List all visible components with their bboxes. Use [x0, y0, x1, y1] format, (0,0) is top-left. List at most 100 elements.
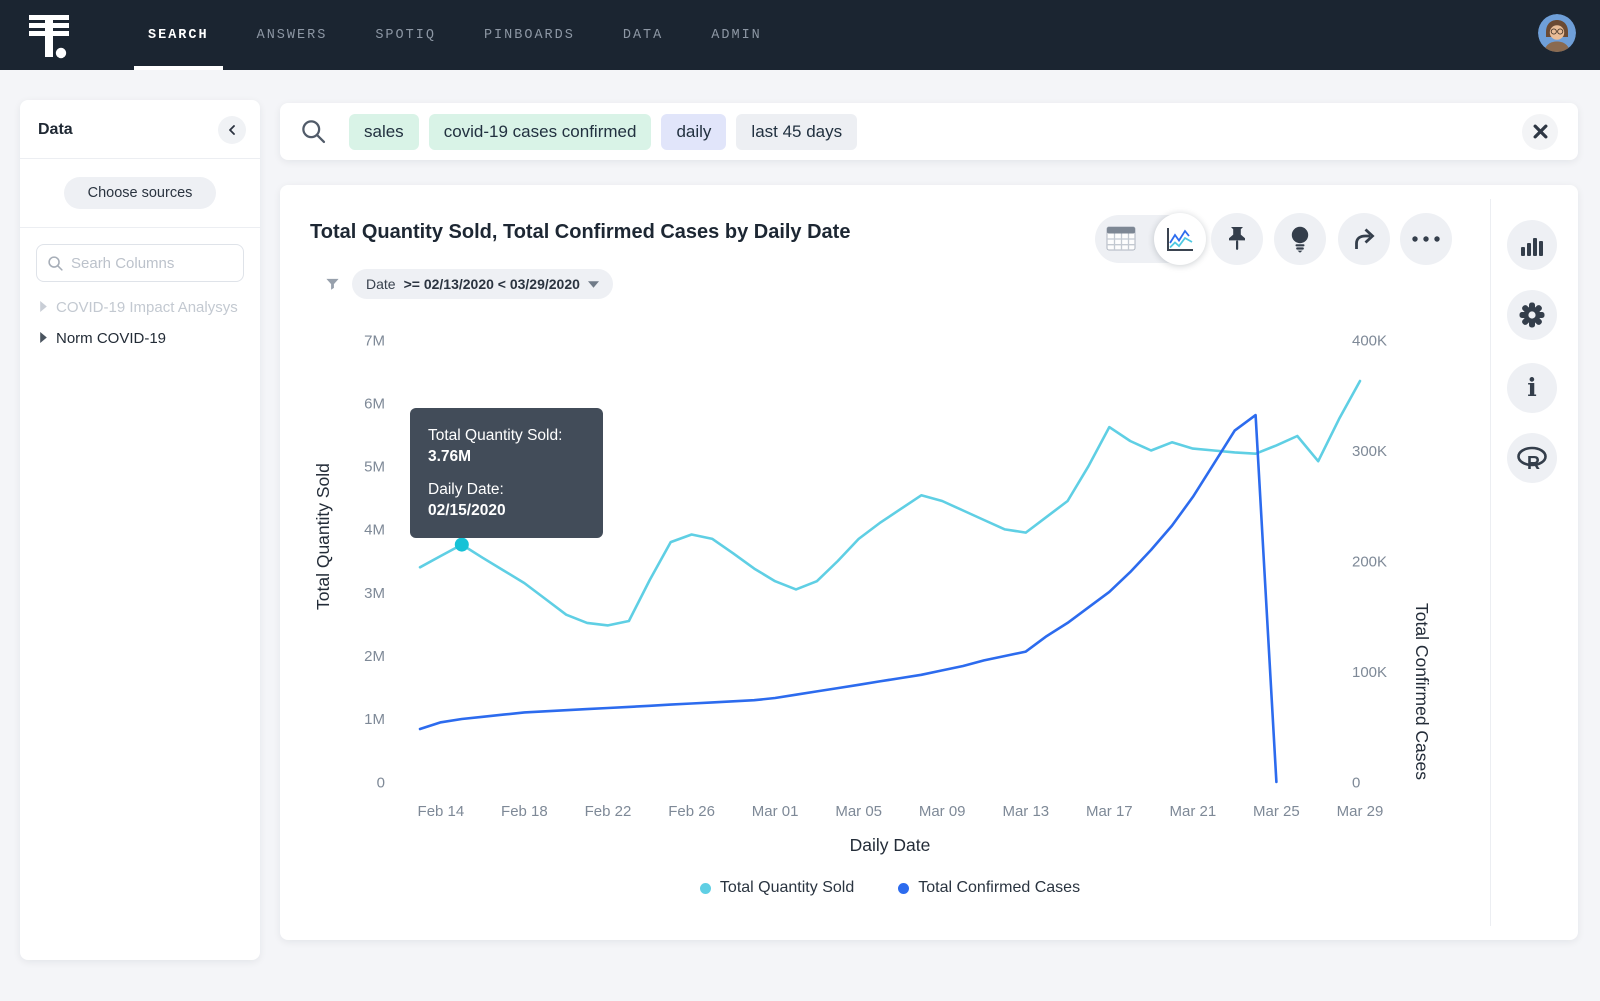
more-options-button[interactable]: [1400, 213, 1452, 265]
left-axis-tick-label: 1M: [364, 711, 385, 728]
search-icon: [47, 255, 64, 272]
clear-search-button[interactable]: [1522, 114, 1558, 150]
caret-right-icon: [40, 330, 47, 347]
legend-label: Total Quantity Sold: [720, 879, 854, 897]
thoughtspot-logo-icon: [29, 15, 101, 63]
search-token-sales[interactable]: sales: [349, 114, 419, 150]
thoughtspot-logo[interactable]: [29, 15, 101, 68]
spotiq-insights-button[interactable]: [1274, 213, 1326, 265]
pin-button[interactable]: [1211, 213, 1263, 265]
right-axis-tick-label: 300K: [1352, 443, 1387, 460]
right-axis-tick-label: 200K: [1352, 553, 1387, 570]
caret-right-icon: [40, 299, 47, 316]
x-axis-title: Daily Date: [420, 835, 1360, 856]
left-axis-tick-label: 4M: [364, 522, 385, 539]
legend-dot-blue: [898, 883, 909, 894]
nav-tab-search[interactable]: SEARCH: [148, 0, 209, 70]
choose-sources-section: Choose sources: [20, 159, 260, 228]
tooltip-date-value: 02/15/2020: [428, 500, 585, 521]
lightbulb-icon: [1289, 226, 1311, 253]
chevron-down-icon: [588, 281, 599, 288]
chart-legend: Total Quantity Sold Total Confirmed Case…: [420, 879, 1360, 897]
tooltip-metric-value: 3.76M: [428, 446, 585, 467]
right-axis-tick-label: 100K: [1352, 664, 1387, 681]
line-chart-icon: [1165, 226, 1195, 253]
left-axis-tick-label: 3M: [364, 585, 385, 602]
filter-funnel-icon: [325, 277, 340, 292]
x-axis-tick-label: Feb 26: [668, 803, 715, 820]
answer-title: Total Quantity Sold, Total Confirmed Cas…: [310, 221, 850, 244]
tooltip-metric-label: Total Quantity Sold:: [428, 425, 585, 446]
r-logo-icon: R: [1516, 445, 1548, 472]
right-axis-tick-label: 0: [1352, 774, 1360, 791]
nav-tab-pinboards[interactable]: PINBOARDS: [484, 0, 575, 70]
share-button[interactable]: [1338, 213, 1390, 265]
view-toggle: [1095, 215, 1203, 263]
nav-tab-admin[interactable]: ADMIN: [711, 0, 762, 70]
legend-item-total-confirmed-cases[interactable]: Total Confirmed Cases: [898, 879, 1080, 897]
search-columns-box: [36, 244, 244, 282]
data-panel-header: Data: [20, 100, 260, 159]
chevron-left-icon: [226, 124, 238, 136]
data-panel-title: Data: [38, 121, 73, 139]
r-analysis-button[interactable]: R: [1507, 433, 1557, 483]
close-icon: [1533, 124, 1548, 139]
date-filter-pill[interactable]: Date >= 02/13/2020 < 03/29/2020: [352, 269, 613, 299]
right-axis-tick-label: 400K: [1352, 332, 1387, 349]
share-arrow-icon: [1351, 226, 1377, 252]
change-chart-type-button[interactable]: [1507, 220, 1557, 270]
right-axis-title: Total Confirmed Cases: [1411, 603, 1432, 780]
answer-card: 7M 6M 5M 4M 3M 2M 1M 0 400K 300K 200K 100K 0 Feb 14 Fe…: [280, 185, 1578, 940]
x-axis-tick-label: Feb 14: [418, 803, 465, 820]
table-icon: [1106, 226, 1136, 251]
table-view-button[interactable]: [1106, 226, 1136, 256]
chart-view-button[interactable]: [1154, 213, 1206, 265]
search-token-daily[interactable]: daily: [661, 114, 726, 150]
x-axis-tick-label: Feb 22: [585, 803, 632, 820]
x-axis-tick-label: Mar 05: [835, 803, 882, 820]
info-icon: i: [1520, 374, 1544, 402]
bar-chart-icon: [1520, 234, 1544, 257]
search-columns-input[interactable]: [71, 255, 231, 272]
choose-sources-button[interactable]: Choose sources: [64, 177, 217, 209]
svg-text:R: R: [1527, 453, 1540, 472]
source-item-label: Norm COVID-19: [56, 330, 166, 347]
left-axis-tick-label: 6M: [364, 395, 385, 412]
search-token-covid-cases-confirmed[interactable]: covid-19 cases confirmed: [429, 114, 652, 150]
nav-tabs: SEARCH ANSWERS SPOTIQ PINBOARDS DATA ADM…: [148, 0, 762, 70]
left-axis-title: Total Quantity Sold: [313, 463, 334, 610]
nav-tab-data[interactable]: DATA: [623, 0, 663, 70]
chart-settings-button[interactable]: [1507, 290, 1557, 340]
highlighted-data-point[interactable]: [455, 538, 469, 552]
x-axis-tick-label: Mar 13: [1002, 803, 1049, 820]
nav-tab-spotiq[interactable]: SPOTIQ: [375, 0, 436, 70]
x-axis-tick-label: Mar 01: [752, 803, 799, 820]
filter-prefix: Date: [366, 276, 396, 292]
toolbar-divider: [1490, 199, 1491, 926]
left-axis-tick-label: 0: [377, 774, 385, 791]
search-token-last-45-days[interactable]: last 45 days: [736, 114, 857, 150]
source-item-covid-impact[interactable]: COVID-19 Impact Analysys: [20, 292, 260, 323]
user-avatar[interactable]: [1538, 14, 1576, 52]
page: SEARCH ANSWERS SPOTIQ PINBOARDS DATA ADM…: [0, 0, 1600, 1001]
search-icon: [300, 118, 327, 145]
x-axis-tick-label: Mar 29: [1337, 803, 1384, 820]
top-nav: SEARCH ANSWERS SPOTIQ PINBOARDS DATA ADM…: [0, 0, 1600, 70]
legend-item-total-quantity-sold[interactable]: Total Quantity Sold: [700, 879, 854, 897]
filter-condition: >= 02/13/2020 < 03/29/2020: [404, 276, 580, 292]
left-axis-tick-label: 5M: [364, 459, 385, 476]
collapse-panel-button[interactable]: [218, 116, 246, 144]
x-axis-tick-label: Mar 21: [1170, 803, 1217, 820]
left-axis-tick-label: 7M: [364, 332, 385, 349]
source-item-norm-covid[interactable]: Norm COVID-19: [20, 323, 260, 354]
legend-label: Total Confirmed Cases: [918, 879, 1080, 897]
left-axis-tick-label: 2M: [364, 648, 385, 665]
search-bar: sales covid-19 cases confirmed daily las…: [280, 103, 1578, 160]
query-details-button[interactable]: i: [1507, 363, 1557, 413]
legend-dot-cyan: [700, 883, 711, 894]
pin-icon: [1226, 226, 1248, 252]
nav-tab-answers[interactable]: ANSWERS: [257, 0, 328, 70]
source-item-label: COVID-19 Impact Analysys: [56, 299, 238, 316]
x-axis-tick-label: Feb 18: [501, 803, 548, 820]
x-axis-tick-label: Mar 25: [1253, 803, 1300, 820]
